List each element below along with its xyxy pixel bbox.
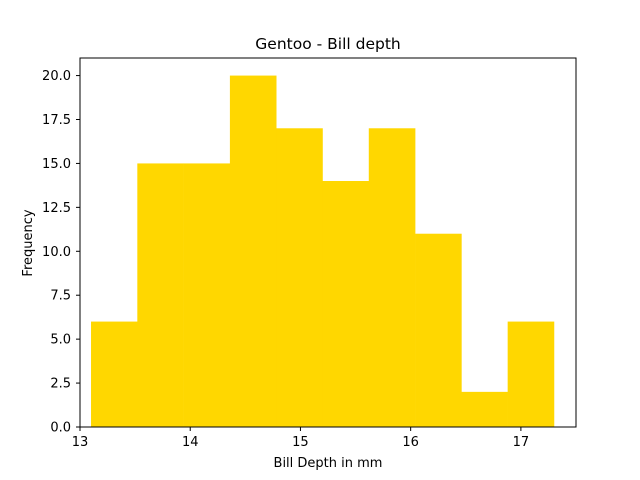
x-tick-label: 14 [182, 435, 199, 450]
y-axis-ticks: 0.0 2.5 5.0 7.5 10.0 12.5 15.0 17.5 20.0 [42, 69, 80, 436]
histogram-bar [276, 128, 323, 428]
bars-group [91, 75, 555, 428]
y-tick-label: 5.0 [50, 333, 71, 348]
x-tick-label: 13 [72, 435, 89, 450]
histogram-bar [415, 233, 462, 427]
x-tick-label: 16 [402, 435, 419, 450]
y-tick-label: 2.5 [50, 377, 71, 392]
histogram-bar [322, 181, 370, 427]
histogram-bar [137, 163, 184, 427]
chart-title: Gentoo - Bill depth [255, 35, 400, 53]
x-axis-ticks: 13 14 15 16 17 [72, 427, 529, 450]
histogram-bar [507, 321, 555, 427]
y-tick-label: 12.5 [42, 201, 71, 216]
histogram-bar [91, 321, 138, 427]
y-tick-label: 20.0 [42, 69, 71, 84]
histogram-bar [229, 75, 277, 428]
y-tick-label: 7.5 [50, 289, 71, 304]
plot-area-frame [79, 57, 577, 428]
y-tick-label: 10.0 [42, 245, 71, 260]
y-tick-label: 17.5 [42, 113, 71, 128]
x-axis-label: Bill Depth in mm [274, 456, 383, 471]
histogram-bar [461, 391, 508, 427]
x-tick-label: 15 [292, 435, 309, 450]
y-axis-label: Frequency [21, 209, 36, 276]
x-tick-label: 17 [513, 435, 530, 450]
y-tick-label: 0.0 [50, 421, 71, 436]
histogram-bar [183, 163, 231, 427]
histogram-bar [368, 128, 416, 428]
y-tick-label: 15.0 [42, 157, 71, 172]
